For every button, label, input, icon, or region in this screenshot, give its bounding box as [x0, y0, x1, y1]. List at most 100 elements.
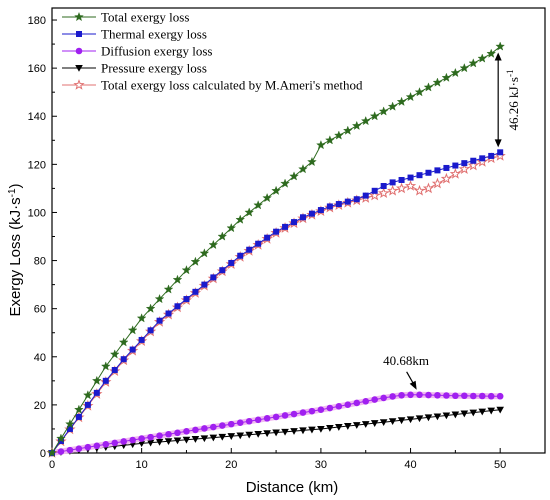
- legend-item: Diffusion exergy loss: [62, 44, 212, 59]
- x-tick-label: 0: [49, 459, 55, 471]
- data-point-circle: [75, 47, 83, 55]
- data-point-square: [76, 31, 82, 37]
- data-point-circle: [57, 448, 65, 455]
- data-point-circle: [254, 416, 262, 424]
- data-point-square: [75, 413, 82, 420]
- data-point-triangle: [263, 430, 271, 438]
- data-point-circle: [487, 392, 495, 400]
- data-point-triangle: [146, 439, 155, 447]
- data-point-star: [226, 223, 237, 233]
- y-tick-label: 80: [34, 256, 46, 268]
- data-point-triangle: [75, 65, 83, 72]
- data-point-square: [201, 281, 208, 288]
- data-point-star: [316, 140, 326, 150]
- data-point-square: [147, 327, 154, 334]
- data-point-star: [56, 433, 66, 443]
- data-point-triangle: [299, 427, 307, 435]
- data-point-square: [380, 183, 387, 189]
- data-point-circle: [236, 419, 244, 426]
- data-point-star: [199, 248, 210, 258]
- series-line: [51, 155, 501, 454]
- y-tick-label: 20: [34, 400, 46, 412]
- data-point-circle: [308, 407, 316, 415]
- data-point-circle: [478, 392, 486, 400]
- data-point-open-star: [476, 156, 488, 167]
- data-point-circle: [129, 436, 136, 444]
- data-point-open-star: [494, 150, 506, 161]
- data-point-square: [434, 167, 441, 174]
- data-point-star: [208, 239, 219, 250]
- data-point-square: [174, 303, 181, 310]
- data-point-triangle: [182, 436, 191, 444]
- data-point-open-star: [413, 184, 426, 196]
- data-point-open-star: [378, 187, 390, 199]
- data-point-square: [273, 228, 280, 235]
- data-point-square: [264, 234, 271, 241]
- data-point-triangle: [200, 435, 209, 443]
- data-point-open-star: [431, 177, 444, 189]
- data-point-circle: [326, 404, 334, 412]
- data-point-star: [459, 63, 470, 73]
- data-point-square: [326, 203, 333, 210]
- data-point-open-star: [73, 79, 85, 90]
- y-tick-label: 60: [34, 304, 46, 316]
- data-point-square: [246, 246, 253, 253]
- legend-item: Total exergy loss calculated by M.Ameri'…: [62, 78, 363, 93]
- data-point-circle: [344, 401, 352, 408]
- data-point-square: [93, 389, 100, 396]
- data-point-circle: [245, 417, 253, 425]
- data-point-circle: [389, 393, 396, 400]
- data-point-circle: [138, 435, 145, 442]
- data-point-circle: [290, 410, 298, 418]
- data-point-square: [57, 437, 64, 444]
- data-point-open-star: [449, 168, 461, 179]
- data-point-triangle: [290, 428, 298, 435]
- data-point-star: [423, 82, 434, 92]
- data-point-square: [102, 377, 109, 384]
- data-point-triangle: [344, 423, 352, 430]
- data-point-square: [219, 267, 226, 274]
- data-point-open-star: [458, 163, 470, 174]
- data-point-circle: [102, 441, 110, 448]
- y-tick-label: 180: [28, 15, 46, 27]
- data-point-circle: [407, 391, 414, 399]
- data-point-circle: [434, 391, 441, 399]
- data-point-triangle: [379, 419, 388, 427]
- data-point-square: [120, 356, 127, 363]
- data-point-open-star: [404, 180, 417, 191]
- data-point-circle: [469, 392, 477, 400]
- data-point-square: [497, 149, 504, 156]
- difference-arrow-head-top: [494, 52, 502, 61]
- data-point-star: [441, 72, 452, 82]
- data-point-square: [461, 160, 468, 167]
- data-point-triangle: [155, 438, 164, 446]
- plot-frame: [51, 7, 546, 454]
- data-point-triangle: [254, 430, 262, 438]
- data-point-star: [136, 313, 147, 323]
- legend: Total exergy loss Thermal exergy loss Diff…: [62, 10, 363, 93]
- data-point-circle: [174, 429, 181, 437]
- data-point-triangle: [415, 415, 424, 423]
- series-total-exergy-loss: [47, 41, 506, 458]
- data-point-circle: [111, 439, 119, 447]
- legend-item: Thermal exergy loss: [62, 27, 207, 42]
- data-point-star: [468, 58, 479, 68]
- data-point-triangle: [361, 421, 370, 428]
- series-glow: [49, 391, 504, 456]
- data-point-triangle: [236, 432, 245, 440]
- y-tick-label: 160: [28, 63, 46, 75]
- series-thermal-exergy-loss: [49, 149, 504, 456]
- data-point-square: [255, 240, 262, 247]
- data-point-circle: [416, 391, 423, 399]
- data-point-triangle: [460, 410, 469, 418]
- data-point-open-star: [467, 159, 479, 171]
- data-point-circle: [398, 391, 405, 399]
- data-point-circle: [75, 445, 83, 452]
- data-point-triangle: [352, 422, 361, 429]
- data-point-star: [387, 101, 398, 111]
- data-point-circle: [353, 399, 361, 407]
- data-point-star: [351, 120, 362, 130]
- data-point-triangle: [281, 428, 289, 436]
- data-point-square: [479, 155, 486, 162]
- data-point-star: [262, 192, 272, 203]
